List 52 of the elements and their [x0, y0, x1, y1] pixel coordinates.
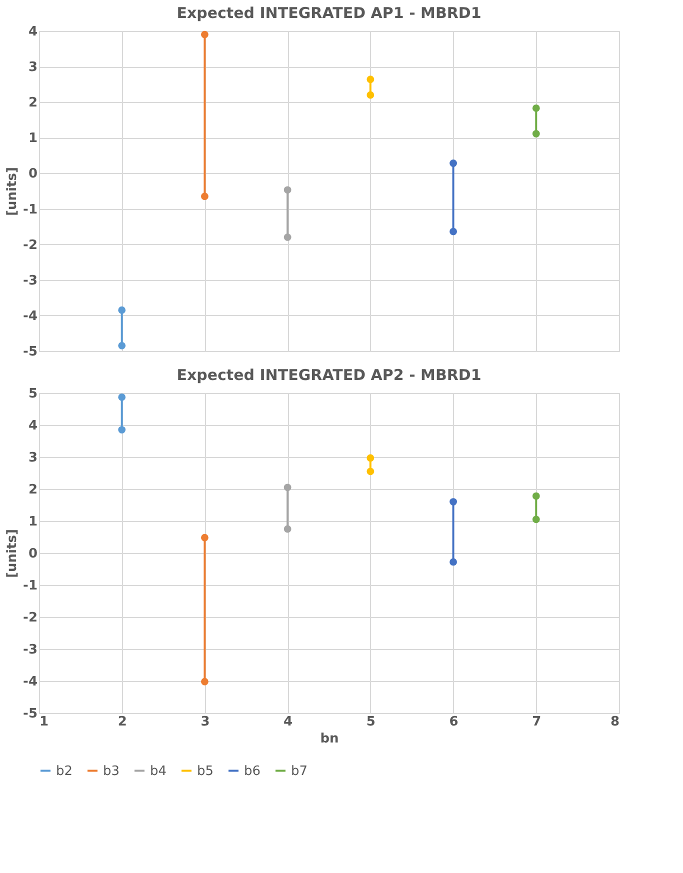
x-axis-title: bn	[320, 732, 339, 746]
y-tick-label: 3	[28, 60, 38, 76]
y-tick-label: 4	[28, 418, 38, 434]
point	[450, 160, 457, 167]
y-tick-label: 1	[28, 131, 38, 146]
point	[366, 76, 374, 84]
y-tick-label: 1	[28, 514, 38, 530]
y-axis-title: [units]	[5, 529, 20, 578]
y-tick-label: -4	[23, 674, 38, 690]
x-tick-label: 7	[532, 714, 542, 730]
y-tick-label: 2	[28, 482, 38, 498]
y-tick-label: 3	[28, 450, 38, 466]
point	[532, 104, 540, 112]
point	[532, 130, 540, 138]
x-tick-label: 2	[118, 714, 127, 730]
point	[366, 91, 374, 99]
x-tick-label: 6	[449, 714, 458, 730]
point	[284, 186, 292, 194]
y-tick-label: -1	[23, 578, 38, 594]
x-tick-label: 8	[610, 714, 620, 730]
legend-label: b3	[103, 764, 120, 779]
y-tick-label: -3	[23, 273, 38, 288]
y-tick-label: -5	[23, 344, 38, 360]
legend-label: b6	[244, 764, 261, 779]
x-tick-label: 5	[366, 714, 376, 730]
x-tick-label: 1	[40, 714, 49, 730]
y-tick-label: -2	[23, 238, 38, 253]
y-tick-label: -2	[23, 610, 38, 626]
chart-title: Expected INTEGRATED AP1 - MBRD1	[176, 4, 482, 22]
y-tick-label: 2	[28, 96, 38, 111]
y-tick-label: -5	[23, 706, 38, 722]
y-tick-label: -3	[23, 642, 38, 658]
chart-title: Expected INTEGRATED AP2 - MBRD1	[176, 366, 482, 384]
legend-label: b5	[197, 764, 214, 779]
point	[118, 342, 126, 350]
y-tick-label: -4	[23, 308, 38, 324]
legend-label: b7	[291, 764, 308, 779]
x-tick-label: 3	[200, 714, 210, 730]
point	[201, 30, 208, 38]
y-tick-label: -1	[23, 202, 38, 218]
point	[450, 228, 457, 236]
legend-label: b2	[56, 764, 73, 779]
y-tick-label: 5	[28, 386, 38, 402]
y-tick-label: 0	[28, 166, 38, 182]
y-tick-label: 0	[28, 546, 38, 562]
y-axis-title: [units]	[5, 167, 20, 216]
x-tick-label: 4	[284, 714, 293, 730]
y-tick-label: 4	[28, 24, 38, 40]
point	[118, 306, 126, 314]
point	[284, 234, 292, 241]
point	[201, 192, 208, 200]
legend-label: b4	[150, 764, 167, 779]
